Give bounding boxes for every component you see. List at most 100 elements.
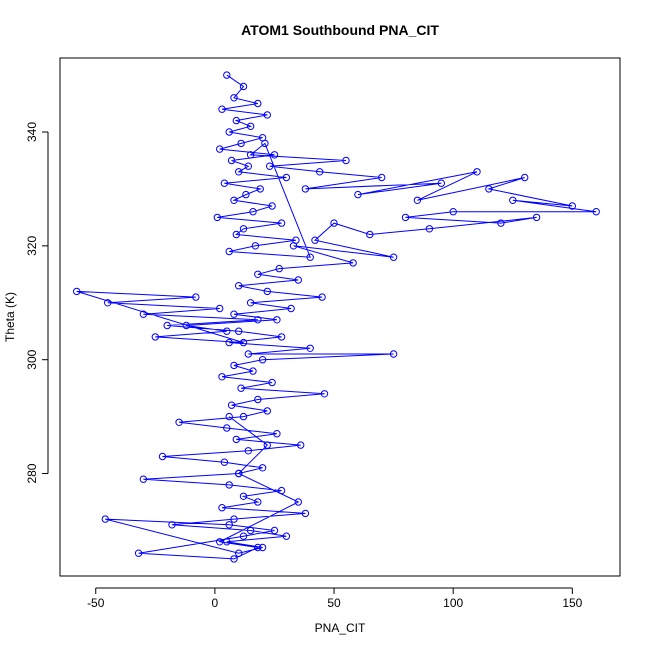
data-point (342, 156, 350, 165)
data-point (235, 327, 243, 335)
data-point (246, 122, 255, 131)
data-point (239, 82, 248, 91)
data-point (301, 509, 310, 518)
data-point (254, 270, 262, 278)
data-point (275, 264, 283, 273)
y-axis-label: Theta (K) (3, 292, 17, 342)
data-point (163, 321, 171, 330)
x-tick-label: 100 (443, 596, 463, 610)
data-point (254, 395, 262, 404)
data-point (268, 378, 276, 387)
data-point (437, 179, 445, 187)
data-point (104, 299, 112, 307)
data-point (320, 390, 329, 398)
data-point (532, 213, 541, 222)
data-point (258, 543, 267, 552)
data-point (521, 173, 529, 182)
data-point (354, 190, 362, 199)
data-point (497, 219, 505, 227)
x-axis-label: PNA_CIT (315, 621, 366, 635)
data-point (282, 173, 291, 182)
data-point (223, 424, 231, 432)
data-point (73, 287, 81, 296)
x-tick-label: 150 (562, 596, 582, 610)
data-point (449, 208, 457, 216)
data-point (223, 538, 231, 546)
data-point (237, 139, 245, 148)
data-point (254, 316, 262, 324)
data-point (378, 173, 386, 182)
x-tick-label: 0 (212, 596, 219, 610)
data-point (289, 242, 298, 250)
data-point (268, 202, 276, 210)
data-point (239, 492, 248, 500)
data-point (330, 219, 338, 227)
x-tick-label: 50 (327, 596, 341, 610)
data-point (316, 168, 324, 176)
data-point (425, 225, 434, 233)
y-tick-label: 300 (25, 349, 39, 369)
data-point (366, 230, 374, 239)
data-point (261, 139, 269, 148)
data-layer (73, 71, 600, 563)
data-point (263, 407, 271, 415)
data-point (270, 151, 279, 159)
data-point (230, 361, 238, 370)
data-point (306, 253, 314, 261)
data-point (246, 151, 255, 159)
data-point (216, 304, 224, 313)
data-point (158, 452, 167, 461)
data-point (239, 338, 248, 347)
data-point (249, 208, 257, 216)
y-tick-label: 280 (25, 463, 39, 483)
data-point (223, 71, 231, 79)
data-point (230, 515, 238, 523)
data-point (237, 384, 245, 392)
data-point (318, 293, 326, 301)
data-point (263, 287, 271, 296)
data-point (239, 532, 248, 540)
data-point (273, 316, 281, 324)
data-point (297, 441, 305, 449)
data-point (251, 242, 260, 250)
data-point (282, 532, 291, 540)
data-point (230, 555, 238, 563)
chart-title: ATOM1 Southbound PNA_CIT (241, 22, 439, 38)
y-tick-label: 320 (25, 236, 39, 256)
data-point (218, 504, 226, 512)
data-point (301, 185, 310, 193)
data-point (349, 259, 357, 267)
data-point (235, 549, 243, 557)
data-point (263, 111, 271, 119)
data-point (266, 162, 274, 170)
data-point (277, 333, 286, 341)
data-point (254, 498, 262, 506)
data-point (311, 236, 319, 244)
data-point (249, 367, 257, 375)
data-point (254, 99, 262, 108)
data-point (270, 526, 279, 535)
data-point (244, 350, 253, 358)
data-point (225, 521, 233, 529)
data-point (389, 253, 398, 261)
data-point (216, 145, 224, 153)
data-point (213, 213, 222, 222)
data-point (230, 196, 238, 205)
data-point (151, 333, 160, 341)
data-point (223, 327, 231, 335)
data-point (263, 441, 271, 449)
data-point (225, 338, 233, 347)
data-point (239, 225, 248, 233)
data-point (232, 230, 241, 239)
data-point (101, 515, 110, 523)
data-point (401, 213, 410, 222)
data-point (294, 276, 302, 284)
data-point (232, 116, 241, 125)
data-point (225, 128, 233, 136)
data-point (239, 412, 248, 421)
data-point (182, 321, 191, 330)
data-point (220, 458, 229, 466)
data-point (244, 447, 253, 455)
